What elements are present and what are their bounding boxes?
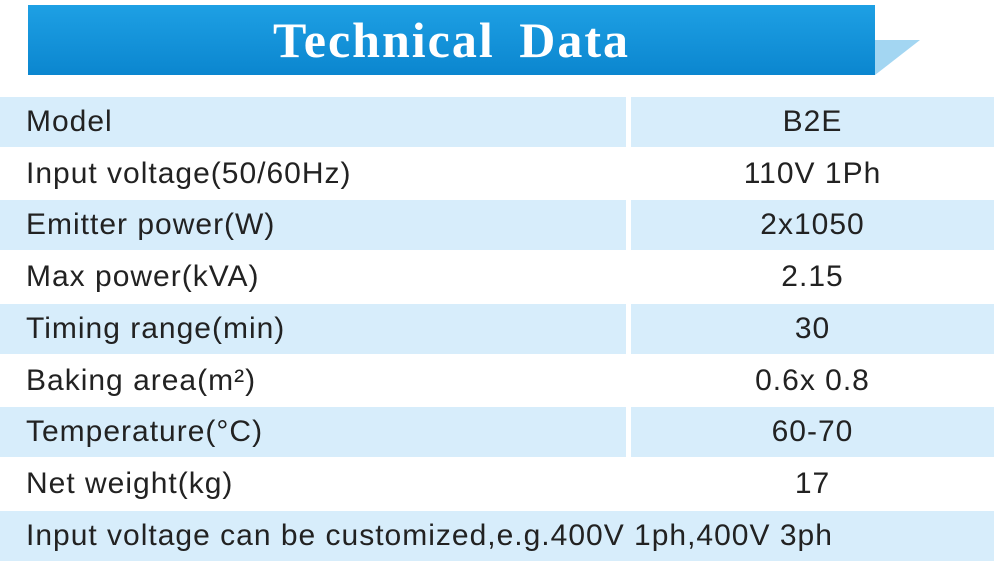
row-value: 0.6x 0.8 [755,363,870,397]
row-value: 2.15 [781,260,844,294]
row-label: Timing range(min) [0,303,626,354]
table-row: Input voltage(50/60Hz) 110V 1Ph [0,149,994,199]
row-label: Net weight(kg) [26,466,234,500]
title: Technical Data [273,12,630,68]
row-label: Baking area(m²) [26,363,257,397]
row-value: 30 [631,303,994,354]
note-row: Input voltage can be customized,e.g.400V… [0,510,994,561]
row-value: 2x1050 [631,200,994,251]
row-label: Input voltage(50/60Hz) [26,156,352,190]
row-label: Temperature(°C) [0,407,626,458]
table-row: Timing range(min) 30 [0,303,994,354]
note: Input voltage can be customized,e.g.400V… [0,510,994,561]
row-label: Max power(kVA) [26,260,260,294]
row-label: Emitter power(W) [0,200,626,251]
row-value: B2E [631,97,994,147]
table-row: Max power(kVA) 2.15 [0,252,994,302]
row-value: 17 [794,466,831,500]
table-row: Emitter power(W) 2x1050 [0,200,994,251]
table-row: Net weight(kg) 17 [0,459,994,509]
row-value: 60-70 [631,407,994,458]
row-value: 110V 1Ph [743,156,882,190]
banner [28,5,920,75]
table-row: Baking area(m²) 0.6x 0.8 [0,356,994,406]
table-row: Temperature(°C) 60-70 [0,407,994,458]
row-label: Model [0,97,626,147]
banner-accent [875,40,920,75]
table-row: Model B2E [0,97,994,147]
banner-bar [28,5,875,75]
